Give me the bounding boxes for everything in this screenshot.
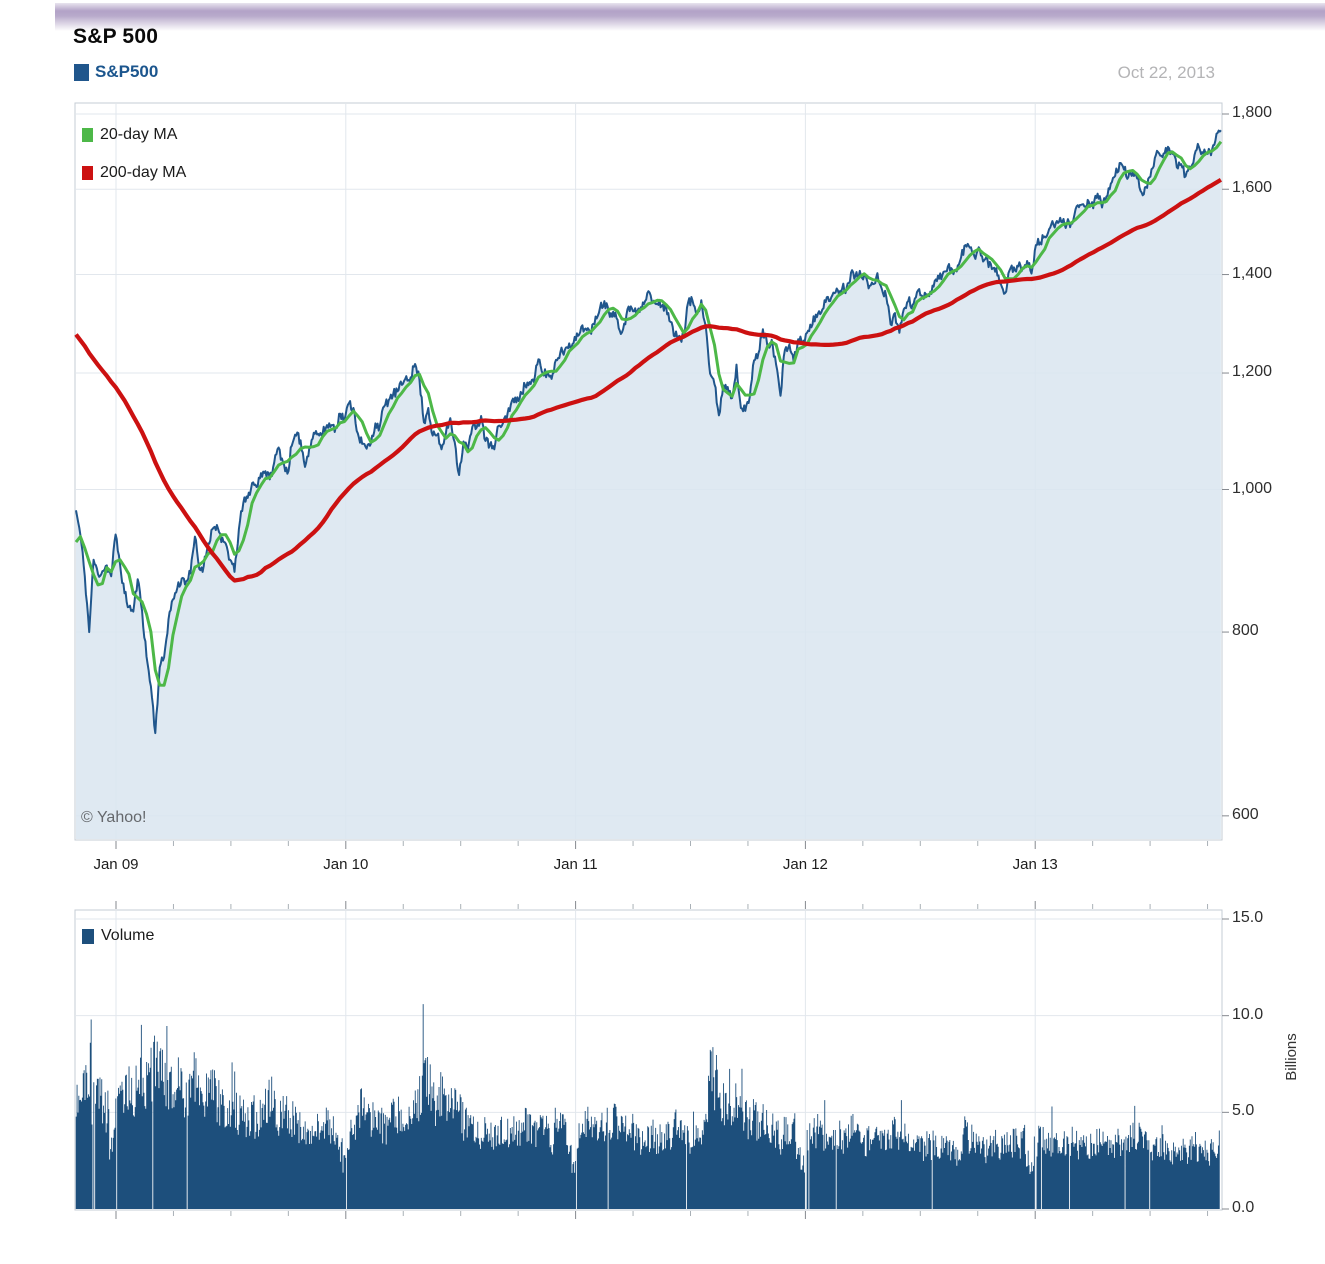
volume-y-tick-label: 15.0 [1232,909,1264,926]
x-tick-label: Jan 11 [553,856,598,873]
price-y-tick-label: 1,000 [1232,479,1273,497]
page-title: S&P 500 [73,25,159,48]
sp500-legend-label: S&P500 [95,62,159,81]
yahoo-watermark: © Yahoo! [81,809,147,826]
volume-legend: Volume [82,927,154,945]
price-y-tick-label: 1,200 [1232,363,1273,381]
price-ma-legend: 20-day MA 200-day MA [82,116,186,192]
legend-item-ma20: 20-day MA [82,116,186,154]
x-tick-label: Jan 13 [1012,856,1058,873]
area-fill [76,130,1221,839]
date-label: Oct 22, 2013 [1117,63,1215,82]
x-tick-label: Jan 12 [782,856,828,873]
volume-y-tick-label: 0.0 [1232,1199,1255,1216]
volume-legend-swatch [82,928,94,944]
sp500-legend-swatch [74,63,89,81]
ma200-swatch [82,166,93,180]
ma20-label: 20-day MA [100,126,178,143]
price-y-tick-label: 1,600 [1232,179,1273,197]
price-y-tick-label: 600 [1232,805,1259,823]
price-y-tick-label: 800 [1232,622,1259,640]
volume-y-tick-label: 5.0 [1232,1102,1255,1120]
ma200-label: 200-day MA [100,164,187,181]
sp500-legend: S&P500 [74,62,158,82]
price-y-tick-label: 1,400 [1232,264,1273,282]
volume-y-tick-label: 10.0 [1232,1005,1264,1023]
legend-item-ma200: 200-day MA [82,154,186,192]
ma20-swatch [82,128,93,142]
x-tick-label: Jan 10 [323,856,369,873]
x-tick-label: Jan 09 [93,856,139,873]
volume-legend-label: Volume [101,927,155,944]
volume-bars [75,1004,1220,1209]
top-gradient-bar [55,3,1325,33]
volume-axis-title: Billions [1283,1033,1300,1081]
ma20-line [74,140,1223,687]
ma200-line [74,177,1222,583]
price-y-tick-label: 1,800 [1232,104,1273,121]
